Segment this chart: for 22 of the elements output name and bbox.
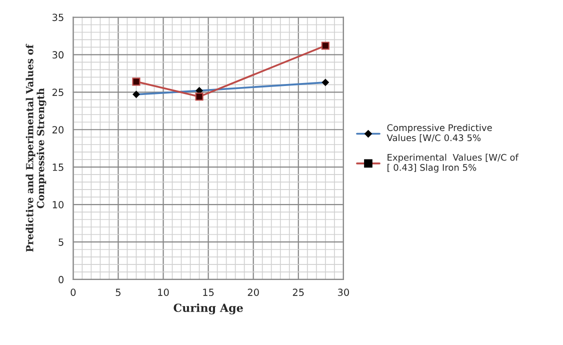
y-axis-title: Predictive and Experimental Values of Compressive Strength [26,44,46,252]
x-tick-label: 15 [203,288,214,296]
legend-label: Compressive Predictive Values [W/C 0.43 5% [386,124,492,142]
x-tick-label: 30 [338,288,349,296]
x-tick-label: 0 [70,288,76,296]
x-tick-label: 5 [116,288,120,296]
y-tick-label: 15 [52,164,64,171]
y-tick-label: 20 [52,126,64,134]
x-tick-label: 20 [248,288,259,296]
y-tick-label: 35 [52,14,64,22]
y-tick-label: 5 [58,238,64,246]
x-axis-title: Curing Age [174,303,243,314]
y-tick-label: 30 [52,51,64,59]
point [132,78,140,86]
y-tick-label: 0 [58,276,64,284]
x-tick-label: 10 [158,288,169,296]
y-tick-label: 25 [52,88,64,96]
point [195,92,204,101]
point [321,42,330,50]
y-tick-label: 10 [52,201,64,208]
x-tick-label: 25 [292,288,304,296]
legend-label: Experimental Values [W/C of [ 0.43] Slag Iron 5% [388,154,519,173]
